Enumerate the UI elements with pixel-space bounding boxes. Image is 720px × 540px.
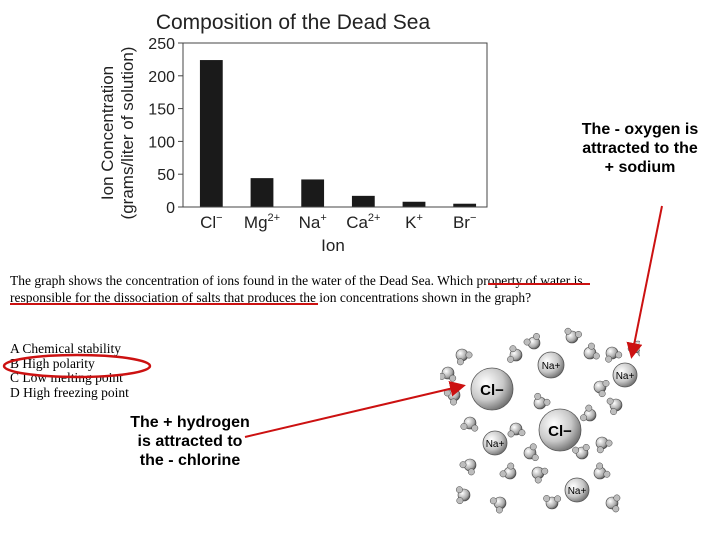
water-molecule-19 bbox=[499, 462, 517, 480]
x-tick-label-0: Cl− bbox=[200, 212, 223, 232]
water-molecule-8 bbox=[605, 346, 623, 363]
water-molecule-4 bbox=[523, 333, 541, 350]
y-axis-label-line-2: (grams/liter of solution) bbox=[118, 47, 137, 220]
water-molecule-11 bbox=[580, 404, 597, 422]
water-molecule-18 bbox=[455, 486, 471, 505]
bar-2 bbox=[301, 179, 325, 207]
y-tick-label-1: 50 bbox=[157, 167, 175, 184]
y-axis-label: Ion Concentration (grams/liter of soluti… bbox=[98, 47, 137, 220]
x-tick-label-3: Ca2+ bbox=[346, 212, 380, 232]
x-tick-label-1: Mg2+ bbox=[244, 212, 280, 232]
ion-label-2: Cl− bbox=[480, 382, 504, 399]
water-molecule-22 bbox=[605, 494, 621, 513]
y-axis-label-line-1: Ion Concentration bbox=[98, 66, 117, 200]
answer-options: A Chemical stability B High polarity C L… bbox=[10, 341, 129, 400]
water-molecule-23 bbox=[595, 436, 613, 454]
bar-5 bbox=[453, 203, 477, 207]
sodium-ion-3: Na+ bbox=[482, 430, 508, 456]
y-tick-label-4: 200 bbox=[148, 69, 175, 86]
option-c[interactable]: C Low melting point bbox=[10, 370, 123, 385]
sodium-ion-1: Na+ bbox=[537, 351, 565, 379]
chart-title: Composition of the Dead Sea bbox=[156, 11, 431, 34]
question-text: The graph shows the concentration of ion… bbox=[10, 273, 583, 305]
bar-3 bbox=[351, 195, 375, 207]
water-molecule-13 bbox=[533, 392, 551, 410]
hydration-diagram: Na+ Cl− Na+ Cl− Na+ Na+ bbox=[440, 327, 640, 514]
y-tick-label-3: 150 bbox=[148, 102, 175, 119]
water-molecule-9 bbox=[627, 340, 640, 357]
option-d[interactable]: D High freezing point bbox=[10, 384, 129, 400]
water-molecule-16 bbox=[507, 422, 526, 438]
water-molecule-2 bbox=[443, 388, 461, 406]
y-tick-label-2: 100 bbox=[148, 134, 175, 151]
oxygen-sodium-note: The - oxygen is attracted to the + sodiu… bbox=[581, 121, 699, 176]
x-axis-label: Ion bbox=[321, 236, 345, 255]
arrow-to-chlorine bbox=[244, 380, 466, 438]
ion-label-3: Na+ bbox=[616, 371, 635, 382]
water-molecule-5 bbox=[564, 327, 582, 344]
option-a[interactable]: A Chemical stability bbox=[10, 341, 121, 356]
ion-label-5: Na+ bbox=[486, 439, 505, 450]
sodium-ion-4: Na+ bbox=[564, 477, 590, 503]
ion-label-1: Na+ bbox=[542, 361, 561, 372]
option-b[interactable]: B High polarity bbox=[10, 355, 95, 371]
ion-label-4: Cl− bbox=[548, 423, 572, 440]
water-molecule-17 bbox=[459, 458, 477, 476]
water-molecule-12 bbox=[572, 443, 590, 460]
water-molecule-7 bbox=[593, 379, 610, 398]
water-molecule-3 bbox=[507, 345, 523, 363]
x-tick-label-2: Na+ bbox=[299, 212, 327, 232]
chloride-ion-2: Cl− bbox=[538, 408, 582, 452]
ion-label-6: Na+ bbox=[568, 486, 587, 497]
water-molecule-24 bbox=[440, 366, 457, 382]
chloride-ion-1: Cl− bbox=[470, 367, 514, 411]
water-molecule-1 bbox=[460, 416, 479, 432]
bar-0 bbox=[199, 60, 223, 207]
water-molecule-14 bbox=[523, 443, 539, 462]
water-molecule-0 bbox=[455, 348, 473, 366]
x-tick-label-4: K+ bbox=[405, 212, 423, 232]
y-tick-label-0: 0 bbox=[166, 200, 175, 217]
water-molecule-15 bbox=[531, 466, 549, 484]
y-tick-label-5: 250 bbox=[148, 36, 175, 53]
water-molecule-6 bbox=[583, 342, 600, 360]
water-molecule-25 bbox=[489, 496, 507, 514]
water-molecule-21 bbox=[593, 462, 611, 480]
bar-1 bbox=[250, 178, 274, 207]
sodium-ion-2: Na+ bbox=[612, 362, 638, 388]
water-molecule-20 bbox=[543, 495, 562, 510]
x-tick-label-5: Br− bbox=[453, 212, 476, 232]
water-molecule-10 bbox=[606, 397, 623, 416]
hydrogen-chlorine-note: The + hydrogen is attracted to the - chl… bbox=[130, 414, 250, 469]
plot-frame bbox=[182, 42, 488, 208]
bar-4 bbox=[402, 201, 426, 207]
ion-concentration-chart: Composition of the Dead Sea Ion Concentr… bbox=[98, 11, 488, 255]
